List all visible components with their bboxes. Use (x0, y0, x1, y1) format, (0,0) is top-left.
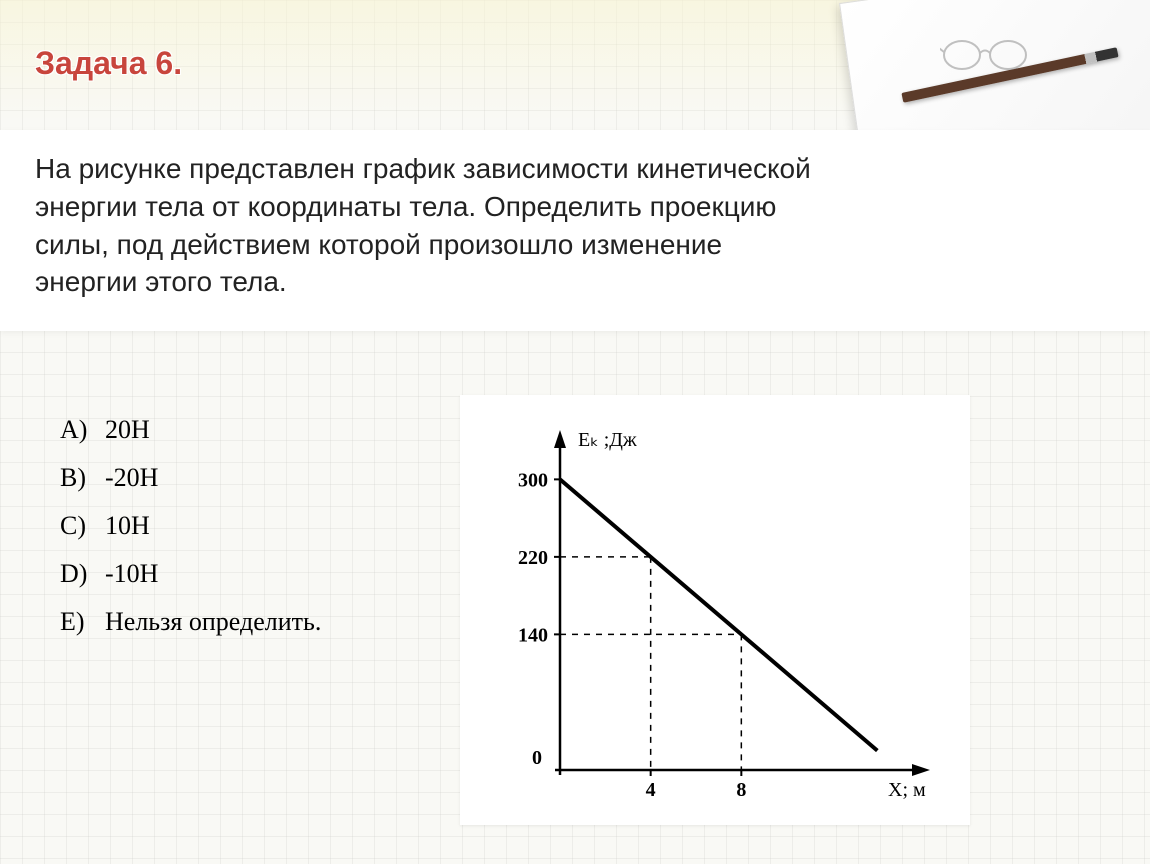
answer-text: -10Н (105, 559, 158, 589)
glasses-decoration (940, 30, 1030, 80)
answer-text: 10Н (105, 511, 150, 541)
question-text: На рисунке представлен график зависимост… (35, 150, 815, 301)
answer-option: E) Нельзя определить. (60, 607, 420, 637)
answer-letter: E) (60, 607, 105, 637)
answers-chart-row: A) 20Н B) -20Н C) 10Н D) -10Н E) Нельзя … (0, 395, 1150, 825)
chart-container: 0 140 220 300 4 8 Eₖ ;Дж X; м (460, 395, 970, 825)
answer-option: D) -10Н (60, 559, 420, 589)
svg-text:300: 300 (518, 469, 548, 491)
answer-letter: B) (60, 463, 105, 493)
answer-text: Нельзя определить. (105, 607, 321, 637)
svg-text:0: 0 (532, 747, 542, 769)
answer-letter: C) (60, 511, 105, 541)
svg-text:220: 220 (518, 547, 548, 569)
svg-text:8: 8 (736, 779, 746, 801)
svg-text:X; м: X; м (888, 779, 926, 801)
answer-option: C) 10Н (60, 511, 420, 541)
answer-letter: D) (60, 559, 105, 589)
svg-text:Eₖ ;Дж: Eₖ ;Дж (578, 429, 637, 451)
svg-text:140: 140 (518, 624, 548, 646)
energy-chart: 0 140 220 300 4 8 Eₖ ;Дж X; м (480, 410, 940, 810)
answer-letter: A) (60, 415, 105, 445)
question-box: На рисунке представлен график зависимост… (0, 130, 1150, 331)
svg-text:4: 4 (646, 779, 656, 801)
answer-text: -20Н (105, 463, 158, 493)
task-title: Задача 6. (35, 45, 182, 82)
answer-text: 20Н (105, 415, 150, 445)
answers-list: A) 20Н B) -20Н C) 10Н D) -10Н E) Нельзя … (0, 395, 420, 655)
answer-option: A) 20Н (60, 415, 420, 445)
answer-option: B) -20Н (60, 463, 420, 493)
